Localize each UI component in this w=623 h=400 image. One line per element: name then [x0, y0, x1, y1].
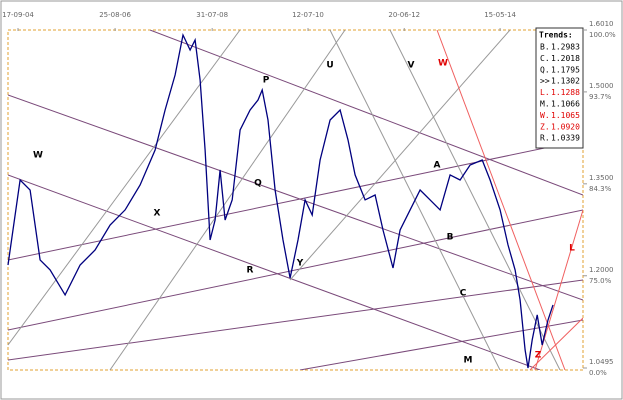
trend-value: 1.0339 — [551, 134, 580, 143]
y-tick-label: 1.5000 — [589, 82, 614, 90]
trend-label: Z — [535, 351, 542, 361]
trend-label: V — [408, 61, 415, 71]
trend-name: B. — [540, 43, 550, 52]
price-line — [7, 32, 554, 369]
y-tick-pct: 84.3% — [589, 185, 612, 193]
x-tick-label: 20-06-12 — [388, 11, 420, 19]
y-tick-label: 1.3500 — [589, 174, 614, 182]
trend-label: Q — [254, 179, 262, 189]
trend-name: L. — [540, 88, 550, 97]
trend-label: U — [326, 61, 333, 71]
trend-name: C. — [540, 54, 550, 63]
x-tick-label: 31-07-08 — [196, 11, 228, 19]
trend-name: M. — [540, 100, 550, 109]
trend-name: Q. — [540, 65, 550, 74]
trend-value: 1.1066 — [551, 100, 580, 109]
trend-label: W — [438, 59, 448, 69]
trend-name: >> — [540, 77, 550, 86]
trend-name: Z. — [540, 122, 550, 131]
x-tick-label: 25-08-06 — [99, 11, 131, 19]
trend-name: R. — [540, 134, 550, 143]
y-tick-pct: 75.0% — [589, 277, 612, 285]
x-tick-label: 15-05-14 — [484, 11, 516, 19]
trend-value: 1.1795 — [551, 65, 580, 74]
trend-value: 1.2983 — [551, 43, 580, 52]
trends-box — [535, 27, 584, 149]
y-tick-label: 1.2000 — [589, 266, 614, 274]
trend-label: B — [447, 233, 454, 243]
x-tick-label: 17-09-04 — [2, 11, 34, 19]
trend-value: 1.1302 — [551, 77, 580, 86]
trend-label: Y — [296, 259, 304, 269]
y-tick-pct: 100.0% — [589, 31, 616, 39]
trend-value: 1.1065 — [551, 111, 580, 120]
trend-label: P — [263, 76, 270, 86]
trend-value: 1.1288 — [551, 88, 580, 97]
y-tick-label: 1.0495 — [589, 358, 614, 366]
trend-label: L — [569, 244, 575, 254]
trend-value: 1.2018 — [551, 54, 580, 63]
x-tick-label: 12-07-10 — [292, 11, 324, 19]
y-tick-pct: 0.0% — [589, 369, 607, 377]
trend-value: 1.0920 — [551, 122, 580, 131]
trends-title: Trends: — [539, 31, 573, 40]
trend-label: W — [33, 151, 43, 161]
y-tick-pct: 93.7% — [589, 93, 612, 101]
trend-label: X — [154, 209, 161, 219]
trend-label: M — [464, 356, 473, 366]
y-tick-label: 1.6010 — [589, 20, 614, 28]
trend-label: A — [434, 161, 441, 171]
trend-label: C — [460, 289, 467, 299]
trendlines — [8, 30, 583, 370]
trend-label: R — [247, 266, 254, 276]
trend-name: W. — [540, 111, 550, 120]
